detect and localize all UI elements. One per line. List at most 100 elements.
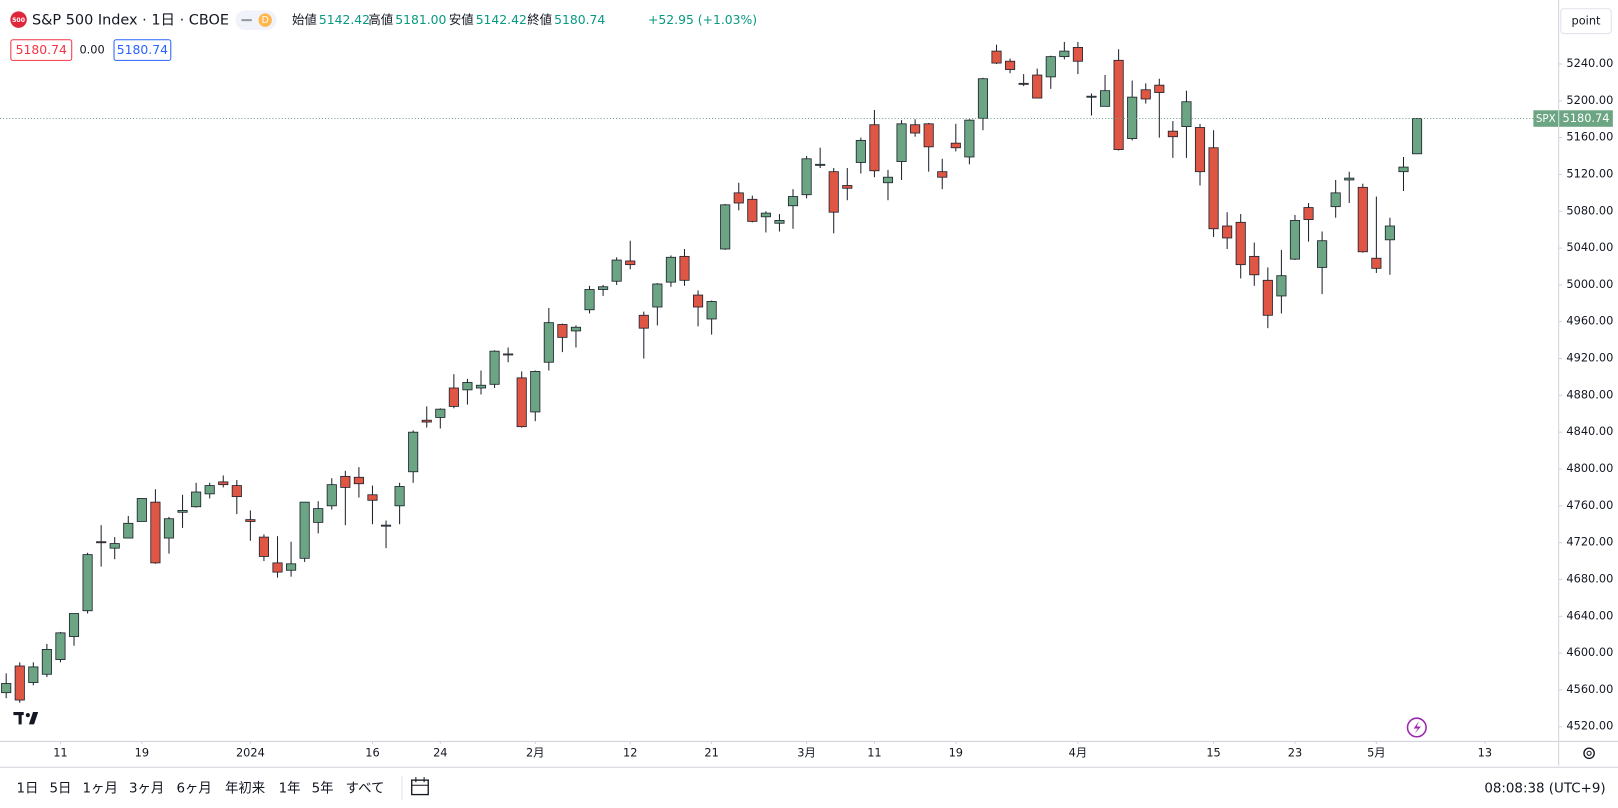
candle-body: [204, 485, 215, 495]
candle-body: [1289, 220, 1301, 260]
lightning-button[interactable]: [1406, 717, 1427, 738]
x-tick-label: 2024: [236, 745, 265, 759]
candle-body: [191, 491, 202, 508]
candle-body: [1344, 177, 1355, 181]
x-tick-label: 21: [704, 745, 718, 759]
candle-body: [1181, 101, 1192, 127]
x-tick-label: 16: [365, 745, 379, 759]
range-button[interactable]: 5日: [50, 781, 72, 796]
y-tick-label: 5200.00: [1566, 93, 1613, 107]
ohlc-value: 5142.42: [319, 13, 370, 27]
y-tick-label: 4880.00: [1566, 387, 1613, 401]
candle-body: [1, 683, 12, 694]
clock: 08:08:38 (UTC+9): [1484, 781, 1605, 796]
y-tick-label: 5000.00: [1566, 277, 1613, 291]
candle-body: [503, 353, 514, 356]
candle-body: [570, 326, 582, 332]
point-button[interactable]: [1560, 8, 1612, 35]
candle-body: [1113, 59, 1124, 151]
candle-body: [1208, 147, 1219, 230]
candle-body: [638, 314, 649, 329]
y-tick-label: 4840.00: [1566, 424, 1613, 438]
candle-body: [1303, 207, 1314, 220]
candle-body: [340, 475, 351, 488]
candle-body: [882, 176, 894, 184]
candle-body: [1262, 279, 1273, 316]
candle-body: [163, 518, 175, 539]
candle-body: [611, 259, 622, 282]
range-button[interactable]: 1ヶ月: [83, 781, 118, 796]
candle-body: [679, 255, 690, 281]
candle-body: [977, 78, 989, 119]
symbol-logo: [10, 11, 27, 28]
candle-body: [842, 185, 853, 189]
candle-body: [258, 536, 269, 557]
x-tick-label: 4月: [1069, 745, 1088, 759]
x-tick-label: 5月: [1367, 745, 1386, 759]
range-button[interactable]: 1年: [279, 780, 301, 796]
last-price-tag: [1559, 110, 1613, 127]
candle-body: [462, 382, 473, 391]
ohlc-value: 5180.74: [554, 13, 605, 27]
candle-body: [286, 563, 297, 571]
x-tick-label: 23: [1288, 745, 1302, 759]
candle-body: [910, 124, 921, 134]
buy-box[interactable]: [113, 39, 172, 61]
candle-body: [28, 666, 39, 683]
y-tick-label: 4520.00: [1566, 719, 1613, 733]
symbol-tag-label: SPX: [1536, 113, 1556, 125]
x-tick-label: 3月: [797, 745, 816, 759]
candle-body: [136, 498, 147, 522]
candle-body: [1167, 130, 1178, 138]
x-tick-label: 12: [623, 745, 637, 759]
candle-body: [1032, 74, 1043, 99]
candle-body: [1412, 118, 1423, 155]
candle-body: [1357, 186, 1368, 253]
date-range-icon[interactable]: [411, 777, 429, 796]
settings-icon[interactable]: [1583, 747, 1595, 760]
candle-body: [1194, 127, 1206, 173]
candle-body: [1276, 275, 1287, 297]
sell-price: 5180.74: [16, 43, 67, 57]
candle-body: [598, 286, 609, 290]
y-tick-label: 5160.00: [1566, 130, 1613, 144]
candle-body: [408, 431, 419, 473]
candle-body: [747, 198, 758, 222]
candle-body: [1235, 221, 1246, 266]
candle-body: [421, 419, 432, 423]
y-tick-label: 4680.00: [1566, 571, 1613, 585]
candle-body: [1086, 95, 1097, 98]
candle-body: [82, 554, 93, 612]
ohlc-value: 5142.42: [476, 13, 527, 27]
candle-body: [96, 541, 107, 544]
y-tick-label: 4640.00: [1566, 608, 1613, 622]
candle-body: [55, 632, 66, 660]
candle-body: [937, 171, 948, 178]
range-button[interactable]: 5年: [312, 780, 334, 796]
range-button[interactable]: 年初来: [225, 780, 265, 796]
candle-body: [245, 519, 256, 522]
plot: [0, 41, 1534, 703]
candle-body: [923, 123, 934, 148]
candle-body: [41, 649, 52, 675]
candle-body: [896, 123, 907, 162]
candle-body: [109, 543, 120, 549]
range-button[interactable]: 6ヶ月: [176, 781, 211, 796]
candle-body: [855, 139, 866, 163]
candle-body: [68, 613, 80, 637]
candle-body: [380, 524, 392, 527]
point-button-label[interactable]: point: [1572, 14, 1601, 28]
symbol-tag: [1533, 110, 1559, 127]
range-button[interactable]: すべて: [346, 780, 385, 796]
candle-body: [272, 562, 283, 573]
y-tick-label: 4760.00: [1566, 498, 1613, 512]
candle-body: [1330, 192, 1341, 208]
range-button[interactable]: 1日: [17, 781, 39, 796]
y-tick-label: 4800.00: [1566, 461, 1613, 475]
ohlc-label: 終値: [527, 12, 552, 27]
ohlc-label: 高値: [368, 12, 393, 27]
sell-box[interactable]: [10, 39, 73, 61]
range-button[interactable]: 3ヶ月: [129, 781, 164, 796]
